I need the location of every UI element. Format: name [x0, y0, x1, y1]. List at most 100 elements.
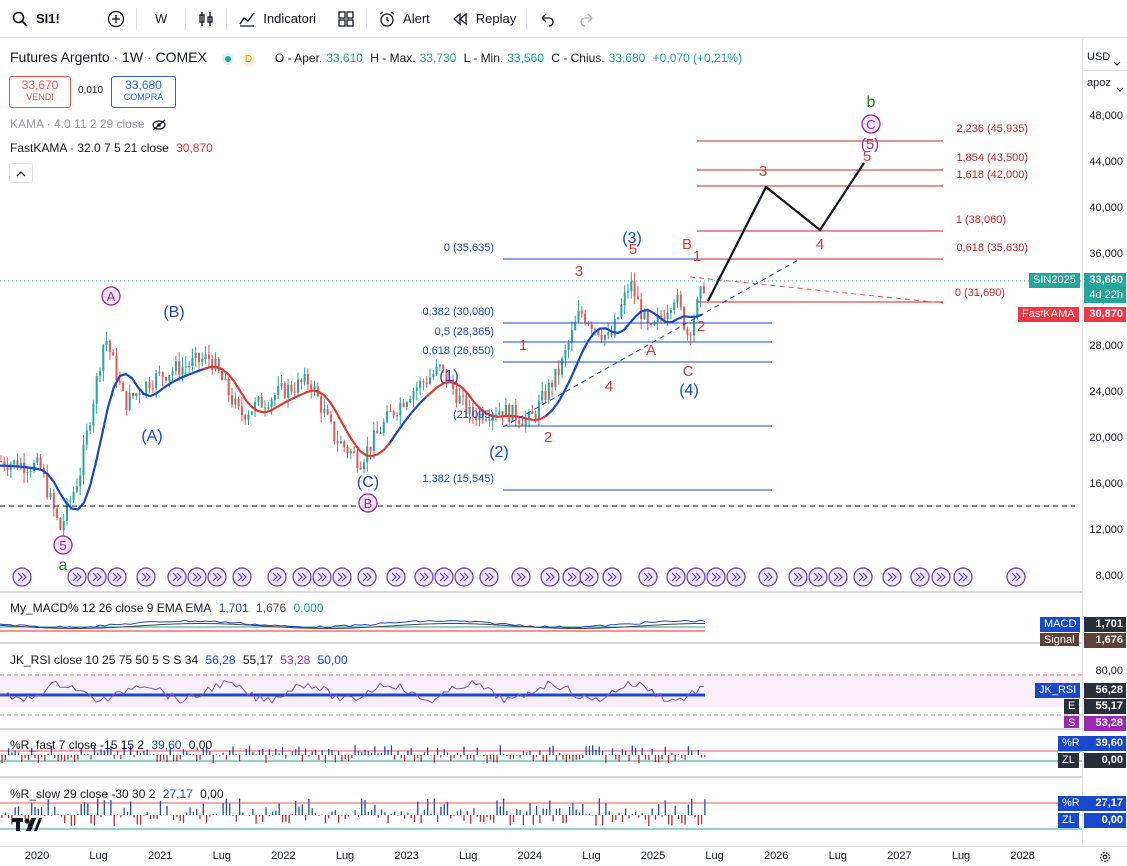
candle-body — [280, 383, 283, 386]
replay-marker-arrow — [549, 572, 555, 582]
wave-5-paren: (5) — [861, 136, 879, 153]
candle-body — [633, 281, 636, 297]
candle-body — [135, 393, 138, 397]
undo-button[interactable] — [527, 0, 567, 38]
rslow-value-tag: 27,17 — [1084, 796, 1126, 811]
candle-body — [584, 313, 587, 323]
candle-body — [330, 414, 332, 422]
wave-label: (3) — [622, 230, 642, 247]
candle-body — [99, 371, 101, 376]
wave-circle-B-label: B — [364, 496, 373, 511]
compare-button[interactable] — [96, 0, 136, 38]
candle-body — [452, 379, 455, 390]
candle-body — [66, 501, 68, 521]
layouts-button[interactable] — [326, 0, 366, 38]
close-value: 33,680 — [608, 51, 646, 65]
price-label: 12,000 — [1089, 524, 1123, 536]
replay-marker-arrow — [272, 572, 278, 582]
candle-body — [491, 415, 494, 421]
time-axis[interactable]: 2020 Lug 2021 Lug 2022 Lug 2023 Lug 2024 Lug 2025 L… — [0, 846, 1127, 866]
redo-button[interactable] — [567, 0, 607, 38]
candle-body — [554, 368, 557, 388]
replay-marker-arrow — [72, 572, 78, 582]
candle-body — [260, 397, 263, 408]
replay-marker-arrow — [439, 572, 445, 582]
chevron-up-icon — [16, 166, 26, 180]
grid-icon — [336, 9, 356, 29]
price-label: 48,000 — [1089, 110, 1123, 122]
candle-body — [683, 307, 686, 330]
currency-label[interactable]: USD — [1087, 51, 1111, 63]
candle-body — [207, 354, 210, 359]
candle-body — [537, 400, 540, 418]
candle-body — [198, 353, 200, 363]
candle-body — [574, 321, 577, 331]
time-label: 2023 — [394, 850, 419, 862]
indicators-button[interactable]: Indicatori — [227, 0, 326, 38]
candle-body — [551, 382, 554, 388]
candle-body — [290, 384, 293, 392]
change-value: +0,070 (+0,21%) — [652, 51, 743, 65]
candle-body — [495, 414, 497, 416]
candle-body — [306, 374, 309, 385]
alert-button[interactable]: Alert — [367, 0, 440, 38]
symbol-search[interactable]: SI1! — [0, 0, 96, 38]
candle-body — [105, 340, 108, 345]
eye-off-icon[interactable] — [152, 119, 166, 131]
chart-canvas[interactable]: 0 (35,635) 0,382 (30,080) 0,5 (28,365) 0,61… — [0, 39, 1082, 846]
candle-body — [224, 378, 227, 381]
trend-line — [502, 258, 801, 428]
candle-body — [630, 281, 633, 292]
price-scale[interactable]: USD apoz 48,00044,00040,00036,00032,0002… — [1082, 39, 1127, 846]
replay-marker-arrow — [607, 572, 613, 582]
projection-path — [707, 162, 865, 302]
scale-divider — [1083, 70, 1127, 71]
candle-body — [386, 411, 389, 423]
wave-label: 3 — [575, 263, 583, 280]
collapse-legend-button[interactable] — [9, 163, 33, 183]
candle-body — [273, 395, 276, 400]
replay-label: Replay — [475, 11, 517, 26]
chevron-down-icon — [1113, 55, 1121, 69]
chevron-down-icon — [1116, 81, 1124, 95]
rfast-value-tag: 39,60 — [1084, 736, 1126, 751]
replay-marker-arrow — [21, 572, 27, 582]
replay-marker-arrow — [362, 572, 368, 582]
undo-icon — [537, 9, 557, 29]
candle-body — [165, 377, 167, 381]
candle-body — [151, 388, 154, 390]
replay-marker-arrow — [647, 572, 653, 582]
price-label: 28,000 — [1089, 340, 1123, 352]
replay-marker-arrow — [919, 572, 925, 582]
wave-label: (C) — [357, 474, 379, 491]
candle-body — [108, 340, 111, 352]
chart-area[interactable]: 0 (35,635) 0,382 (30,080) 0,5 (28,365) 0,61… — [0, 39, 1082, 846]
candle-body — [277, 385, 280, 396]
candle-body — [346, 447, 349, 454]
fastkama-value: 30,870 — [176, 141, 213, 155]
chart-type-button[interactable] — [186, 0, 226, 38]
candle-body — [287, 384, 290, 398]
kama-line — [545, 308, 703, 417]
candle-body — [69, 500, 72, 502]
badge-d: D — [241, 53, 256, 67]
replay-marker-arrow — [301, 572, 307, 582]
scale-mode[interactable]: apoz — [1087, 77, 1111, 89]
time-label: 2028 — [1010, 850, 1035, 862]
macd-name-tag: MACD — [1040, 617, 1081, 632]
rslow-legend: %R_slow 29 close -30 30 2 27,17 0,00 — [10, 787, 228, 801]
sell-button[interactable]: 33,670 VENDI — [9, 76, 71, 108]
interval-button[interactable]: W — [137, 0, 185, 38]
fib-label: 0 (35,635) — [444, 242, 494, 254]
candle-body — [650, 323, 653, 326]
buy-button[interactable]: 33,680 COMPRA — [111, 76, 176, 108]
kama-lines — [0, 308, 703, 511]
kama-line — [203, 365, 397, 458]
macd-label: My_MACD% 12 26 close 9 EMA EMA — [10, 601, 212, 615]
settings-gear-icon[interactable] — [1098, 850, 1114, 864]
candle-body — [415, 387, 418, 391]
rfast-value-1: 39,60 — [151, 738, 182, 752]
replay-button[interactable]: Replay — [440, 0, 526, 38]
price-label: 16,000 — [1089, 478, 1123, 490]
tradingview-logo — [12, 815, 42, 833]
